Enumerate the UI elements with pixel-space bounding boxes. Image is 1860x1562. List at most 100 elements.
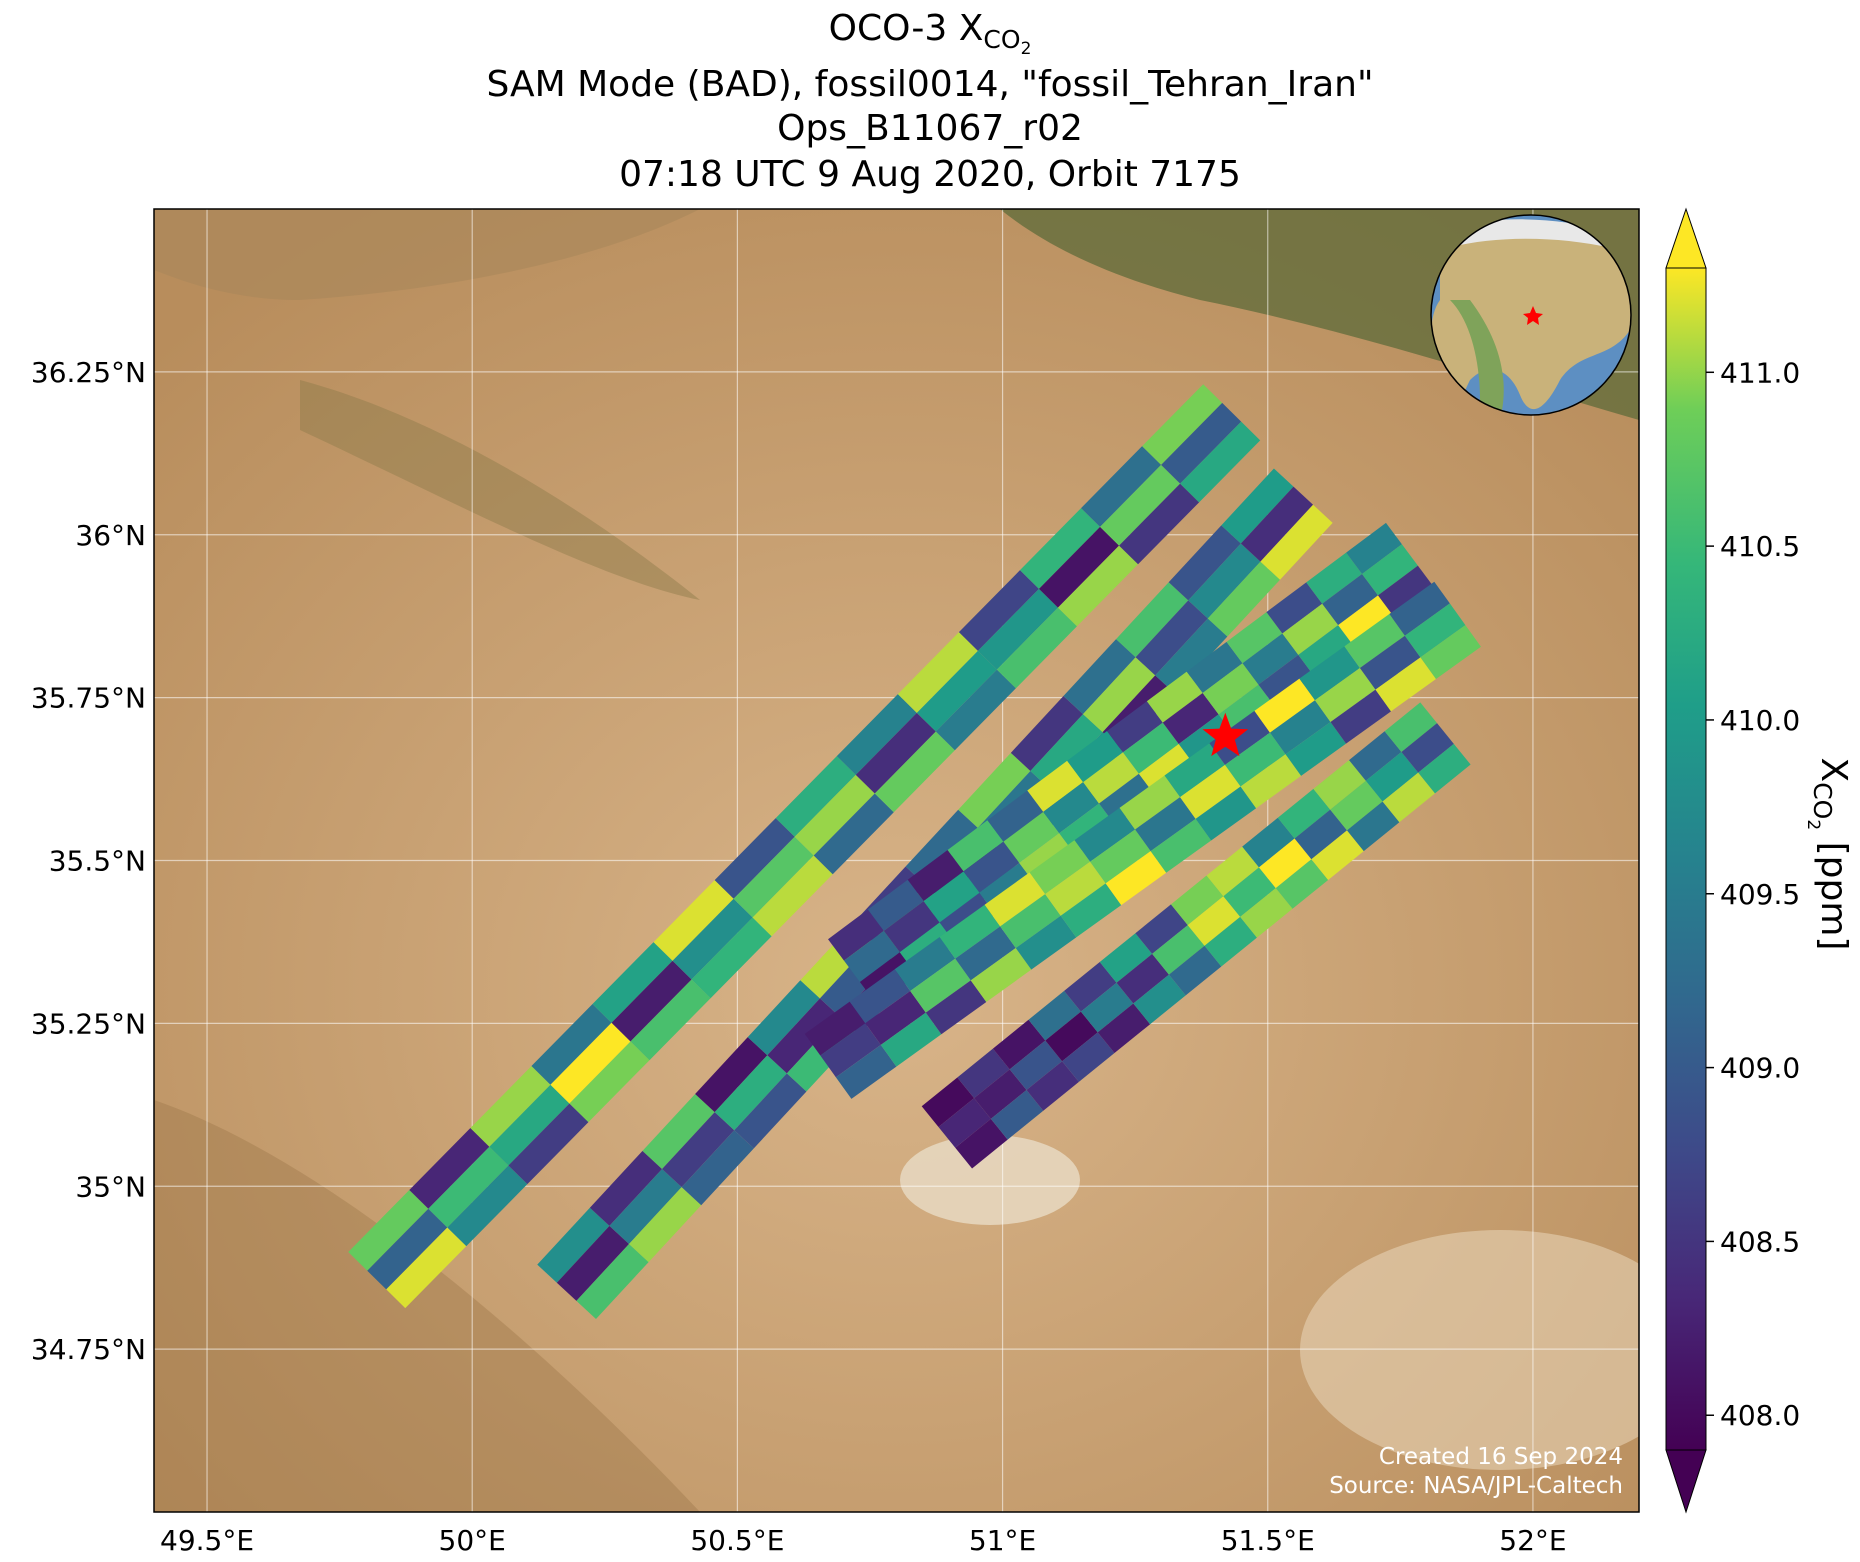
- sounding: [630, 979, 711, 1061]
- sounding: [386, 1227, 467, 1309]
- ridge: [154, 209, 700, 300]
- sounding: [576, 1243, 649, 1319]
- sounding: [1099, 933, 1153, 983]
- x-tick-label: 50°E: [439, 1524, 506, 1557]
- sounding: [963, 841, 1020, 893]
- sounding: [1057, 545, 1139, 627]
- sounding: [1019, 508, 1101, 589]
- sounding: [508, 1103, 589, 1185]
- y-tick-label: 36°N: [75, 519, 146, 552]
- sounding: [752, 855, 833, 937]
- sounding: [1258, 838, 1312, 889]
- sounding: [1152, 925, 1205, 975]
- sounding: [1240, 888, 1293, 938]
- sounding: [1188, 543, 1261, 619]
- sounding: [865, 990, 926, 1045]
- sounding: [987, 790, 1044, 842]
- sounding: [1168, 945, 1222, 996]
- sounding: [1258, 654, 1315, 706]
- sounding: [1187, 896, 1241, 946]
- sounding: [1122, 722, 1179, 774]
- sounding: [1375, 657, 1436, 712]
- sounding: [828, 909, 884, 961]
- colorbar-tick-label: 409.0: [1720, 1052, 1800, 1085]
- colorbar-tick-label: 408.5: [1720, 1225, 1800, 1258]
- sounding: [556, 1225, 630, 1301]
- sounding: [1074, 807, 1136, 862]
- sounding: [1030, 714, 1103, 790]
- sounding: [794, 774, 875, 856]
- footer-text: Created 16 Sep 2024: [1379, 1444, 1623, 1470]
- sounding: [1180, 764, 1241, 819]
- sounding: [1226, 612, 1283, 664]
- colorbar-label: XCO2 [ppm]: [1803, 758, 1854, 951]
- sounding: [1043, 782, 1100, 834]
- valley: [300, 380, 700, 600]
- sounding: [1254, 678, 1315, 733]
- sounding: [672, 898, 753, 980]
- sounding: [714, 1055, 787, 1131]
- sounding: [1346, 801, 1400, 852]
- sounding: [1202, 663, 1259, 715]
- sounding: [1038, 526, 1120, 608]
- colorbar-tick-label: 408.0: [1720, 1399, 1800, 1432]
- sounding: [1389, 581, 1450, 636]
- sounding: [1207, 561, 1281, 637]
- sounding: [1000, 894, 1061, 949]
- sounding: [925, 980, 987, 1035]
- sounding: [804, 1001, 866, 1056]
- sounding: [447, 1165, 528, 1247]
- sounding: [1204, 916, 1257, 967]
- sounding: [1105, 851, 1167, 906]
- sounding: [1344, 614, 1405, 668]
- sounding: [1060, 883, 1122, 938]
- salt-lake: [900, 1135, 1080, 1225]
- sounding: [874, 731, 955, 813]
- sounding: [1029, 840, 1091, 895]
- sounding: [1209, 710, 1270, 765]
- y-tick-label: 35.5°N: [49, 845, 146, 878]
- sounding: [775, 756, 856, 837]
- sounding: [1081, 446, 1162, 527]
- sounding: [955, 1118, 1008, 1169]
- sounding: [589, 1150, 663, 1226]
- sounding: [916, 650, 997, 732]
- sounding: [609, 1169, 682, 1244]
- sounding: [1313, 760, 1366, 810]
- sounding: [958, 752, 1031, 828]
- sounding: [1119, 483, 1200, 565]
- sounding: [1180, 421, 1261, 503]
- sounding: [1346, 522, 1402, 574]
- y-tick-label: 34.75°N: [31, 1333, 146, 1366]
- x-tick-label: 49.5°E: [160, 1524, 254, 1557]
- sounding: [1064, 962, 1117, 1012]
- sounding: [1162, 692, 1219, 745]
- sounding: [1164, 743, 1226, 798]
- sounding: [1195, 786, 1257, 841]
- sounding: [938, 1098, 991, 1148]
- sounding: [1277, 788, 1331, 839]
- sounding: [1028, 990, 1081, 1041]
- sounding: [813, 793, 894, 875]
- sounding: [1242, 817, 1295, 868]
- sounding: [1100, 464, 1181, 546]
- sounding: [974, 1069, 1027, 1119]
- sounding: [939, 904, 1001, 959]
- sounding: [836, 694, 917, 775]
- colorbar-tick-label: 410.0: [1720, 704, 1800, 737]
- sounding: [1083, 657, 1156, 733]
- sounding: [1269, 700, 1331, 755]
- sounding: [1384, 702, 1438, 752]
- y-tick-label: 35.25°N: [31, 1007, 146, 1040]
- colorbar-tick-label: 411.0: [1720, 356, 1800, 389]
- footer-text: Source: NASA/JPL-Caltech: [1329, 1473, 1623, 1499]
- sounding: [348, 1190, 429, 1271]
- subtitle: Ops_B11067_r02: [777, 108, 1083, 149]
- y-tick-label: 35.75°N: [31, 682, 146, 715]
- sounding: [1168, 525, 1241, 601]
- sounding: [984, 872, 1046, 927]
- title-subsub: 2: [1021, 39, 1032, 59]
- target-star: [1202, 712, 1249, 757]
- sounding: [470, 1066, 551, 1147]
- sounding: [1135, 904, 1188, 954]
